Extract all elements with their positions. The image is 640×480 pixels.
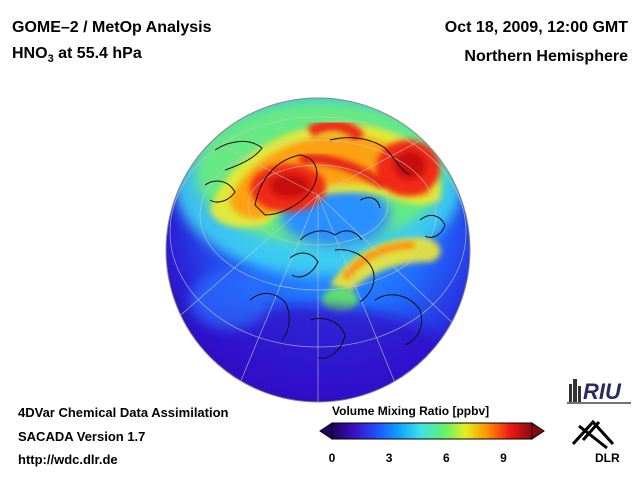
colorbar-tick-9: 9: [500, 451, 507, 465]
colorbar-bar: [331, 422, 533, 440]
url-link[interactable]: http://wdc.dlr.de: [18, 452, 118, 467]
band-asia-green: [322, 288, 358, 312]
atlantic-blue: [190, 270, 270, 330]
pressure-level: at 55.4 hPa: [53, 45, 142, 62]
colorbar-low-arrow: [319, 422, 333, 440]
globe-outline: [165, 97, 471, 403]
colorbar-tick-0: 0: [328, 451, 336, 465]
max-arc-inner: [299, 154, 388, 190]
coastlines: [204, 137, 446, 359]
band-asia-yellow: [330, 237, 441, 292]
max-greenland-core: [270, 174, 310, 198]
species-level: HNO3 at 55.4 hPa: [12, 45, 142, 65]
species-subscript: 3: [47, 53, 54, 66]
colorbar-title: Volume Mixing Ratio [ppbv]: [332, 404, 490, 418]
riu-logo-text: RIU: [583, 379, 622, 404]
graticule: [169, 116, 467, 402]
max-siberia-core: [394, 151, 426, 179]
title: GOME–2 / MetOp Analysis: [12, 19, 212, 36]
dlr-logo-icon: [571, 419, 615, 450]
tropics-low: [166, 305, 450, 402]
species-name: HNO: [12, 45, 48, 62]
dlr-logo-text: DLR: [595, 451, 620, 465]
colorbar-high-arrow: [531, 422, 545, 440]
date-time: Oct 18, 2009, 12:00 GMT: [444, 19, 628, 36]
version-label: SACADA Version 1.7: [18, 429, 146, 444]
method-label: 4DVar Chemical Data Assimilation: [18, 405, 229, 420]
colorbar-tick-3: 3: [385, 451, 393, 465]
riu-logo: RIU: [567, 379, 631, 404]
max-arc-north: [306, 119, 365, 143]
colorbar: [319, 422, 545, 440]
region-label: Northern Hemisphere: [464, 48, 628, 65]
colorbar-tick-6: 6: [442, 451, 450, 465]
